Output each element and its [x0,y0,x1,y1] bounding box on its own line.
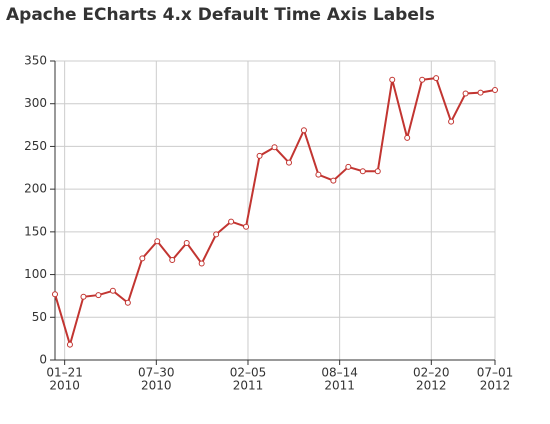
y-tick-label: 100 [24,267,47,281]
data-point [52,291,58,298]
data-point [433,75,440,82]
data-point [345,163,352,170]
data-point [448,118,455,125]
x-tick-year: 2012 [416,379,447,393]
data-point [169,257,176,264]
y-tick-label: 200 [24,182,47,196]
data-point [315,171,322,178]
data-point [80,293,87,300]
data-point [139,255,146,262]
y-tick-label: 0 [39,353,47,367]
y-tick-label: 50 [32,310,47,324]
data-point [66,341,73,348]
chart-title: Apache ECharts 4.x Default Time Axis Lab… [6,5,435,25]
x-tick-label: 07–01 [477,366,514,380]
x-tick-label: 07–30 [138,366,175,380]
y-tick-label: 150 [24,224,47,238]
data-point [419,76,426,83]
x-tick-label: 02–20 [413,366,450,380]
data-point [285,159,292,166]
x-tick-year: 2010 [49,379,80,393]
data-point [183,239,190,246]
data-point [300,127,307,134]
data-point [256,152,263,159]
series-line [54,76,496,349]
data-point [462,90,469,97]
data-point [359,168,366,175]
data-point [374,168,381,175]
y-tick-label: 350 [24,54,47,68]
data-point [213,231,220,238]
x-tick-year: 2010 [141,379,172,393]
data-point [271,144,278,151]
data-point [389,76,396,83]
data-point [404,134,411,141]
data-point [124,299,131,306]
x-tick-year: 2011 [233,379,264,393]
data-point [243,223,250,230]
y-tick-label: 250 [24,139,47,153]
x-tick-label: 02–05 [230,366,267,380]
y-tick-label: 300 [24,96,47,110]
x-tick-year: 2012 [480,379,511,393]
data-point [109,287,116,294]
x-tick-year: 2011 [324,379,355,393]
x-tick-label: 01–21 [46,366,83,380]
data-point [477,89,484,96]
data-point [154,238,161,245]
data-point [330,177,337,184]
data-point [198,260,205,267]
data-point [228,218,235,225]
data-point [492,87,498,94]
data-point [95,292,102,299]
x-tick-label: 08–14 [321,366,358,380]
